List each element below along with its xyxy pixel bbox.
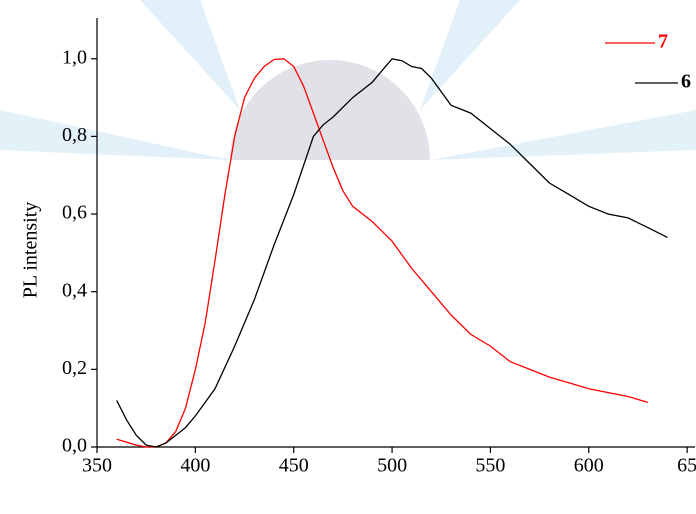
- x-tick-label: 550: [475, 455, 505, 477]
- x-tick-label: 400: [180, 455, 210, 477]
- x-tick-label: 500: [377, 455, 407, 477]
- y-tick-label: 0,8: [62, 124, 87, 146]
- y-tick-label: 1,0: [62, 46, 87, 68]
- x-tick-label: 450: [279, 455, 309, 477]
- y-tick-label: 0,4: [62, 279, 87, 301]
- x-tick-label: 350: [82, 455, 112, 477]
- series-line: [116, 58, 648, 448]
- legend-label: 6: [681, 71, 691, 93]
- x-tick-label: 600: [574, 455, 604, 477]
- y-tick-label: 0,0: [62, 435, 87, 457]
- series-line: [116, 58, 668, 448]
- y-axis-label: PL intensity: [20, 202, 42, 298]
- watermark: [0, 0, 696, 160]
- y-tick-label: 0,2: [62, 357, 87, 379]
- x-tick-label: 65: [677, 455, 696, 477]
- y-tick-label: 0,6: [62, 202, 87, 224]
- legend-label: 7: [658, 31, 668, 53]
